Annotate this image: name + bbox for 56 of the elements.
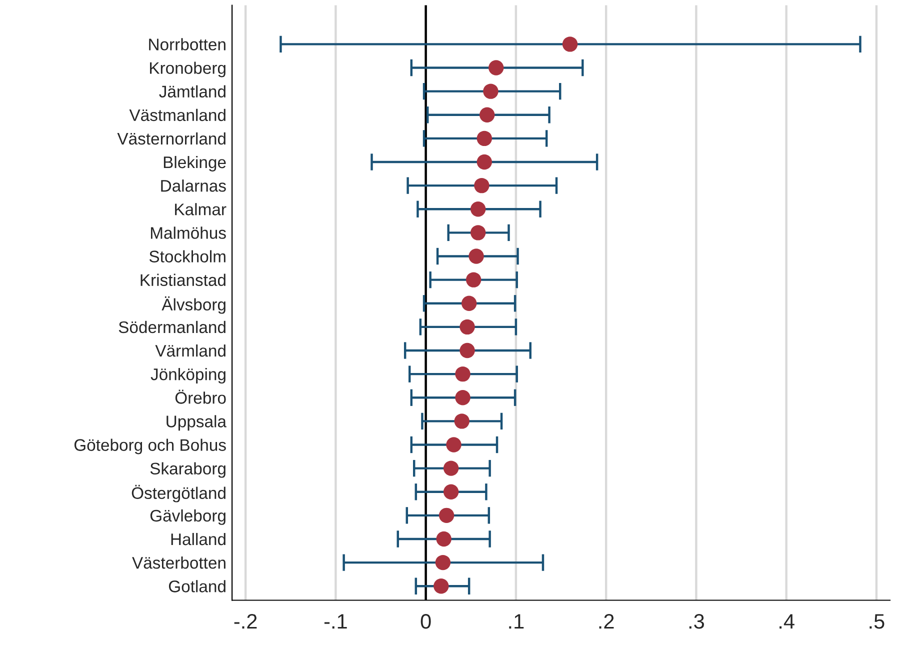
point: [436, 531, 452, 547]
x-tick-label: .2: [599, 614, 614, 629]
point: [455, 390, 470, 406]
x-tick-label: .1: [509, 614, 524, 629]
point: [470, 202, 486, 217]
y-tick-label: Västernorrland: [117, 132, 226, 145]
y-tick-label: Stockholm: [149, 250, 226, 262]
point: [483, 84, 498, 99]
y-tick-label: Örebro: [175, 390, 226, 404]
y-tick-label: Norrbotten: [149, 38, 226, 50]
y-tick-label: Uppsala: [166, 415, 226, 431]
point: [562, 36, 578, 52]
y-tick-label: Värmland: [155, 344, 226, 357]
y-tick-label: Dalarnas: [161, 180, 226, 192]
point: [454, 414, 470, 429]
point: [474, 178, 490, 194]
point: [476, 130, 492, 146]
y-tick-label: Västerbotten: [132, 556, 226, 569]
x-tick-label: .4: [780, 614, 794, 629]
y-tick-label: Västmanland: [129, 108, 226, 122]
point: [443, 484, 459, 500]
y-tick-label: Halland: [171, 532, 226, 546]
y-tick-label: Älvsborg: [162, 296, 226, 314]
point: [460, 319, 475, 335]
y-tick-label: Skaraborg: [150, 462, 226, 478]
point: [435, 554, 451, 570]
point: [455, 366, 470, 382]
x-tick-label: 0: [420, 614, 431, 629]
point: [443, 460, 459, 476]
point: [446, 437, 462, 452]
x-tick-label: .3: [689, 614, 704, 629]
y-tick-label: Jämtland: [159, 85, 226, 98]
point: [470, 225, 486, 240]
y-tick-label: Kronoberg: [150, 62, 226, 78]
y-tick-label: Kristianstad: [140, 274, 226, 286]
y-tick-label: Jönköping: [150, 368, 226, 384]
point: [480, 107, 495, 122]
point: [466, 272, 482, 288]
point: [488, 60, 504, 76]
y-tick-label: Södermanland: [118, 320, 226, 334]
y-tick-label: Malmöhus: [150, 226, 226, 239]
y-tick-label: Gävleborg: [150, 509, 226, 525]
y-tick-label: Kalmar: [175, 203, 226, 216]
y-tick-label: Göteborg och Bohus: [74, 438, 226, 454]
x-tick-label: -.1: [324, 614, 347, 629]
point: [468, 248, 484, 264]
point: [476, 154, 492, 170]
point: [460, 342, 475, 358]
point: [438, 508, 454, 524]
x-tick-label: -.2: [234, 614, 257, 629]
x-tick-label: .5: [870, 614, 884, 629]
y-tick-label: Gotland: [168, 580, 226, 592]
point: [461, 296, 477, 311]
y-tick-label: Blekinge: [164, 156, 226, 172]
point: [434, 578, 449, 594]
y-tick-label: Östergötland: [132, 484, 226, 502]
